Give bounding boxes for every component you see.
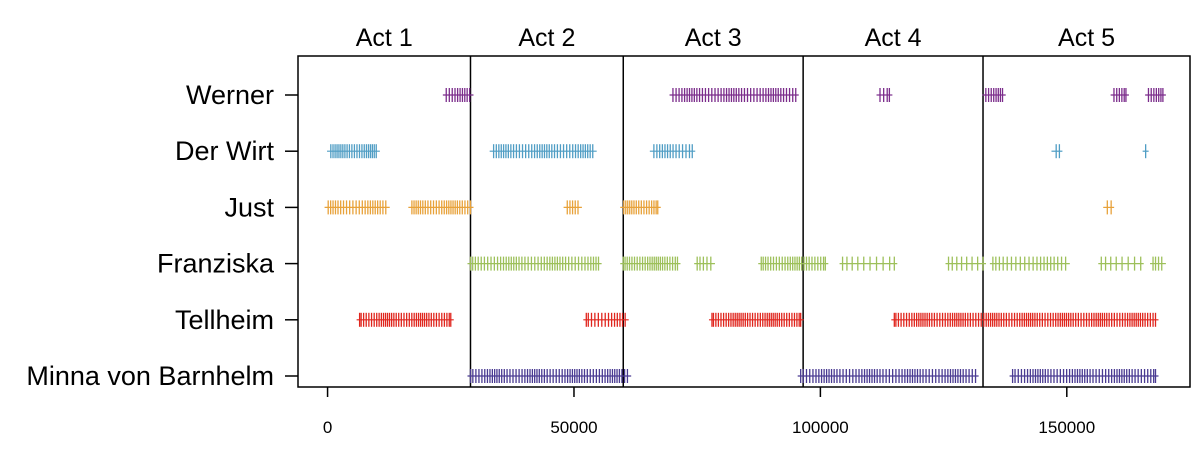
category-label: Franziska <box>157 249 275 279</box>
act-label: Act 1 <box>356 24 413 52</box>
act-labels: Act 1 Act 2 Act 3 Act 4 Act 5 <box>356 24 1115 52</box>
series-marks <box>324 200 1115 215</box>
series-marks <box>327 144 1149 159</box>
act-label: Act 3 <box>685 24 742 52</box>
series-marks <box>467 256 1166 271</box>
category-label: Minna von Barnhelm <box>26 361 274 391</box>
act-dividers <box>469 56 984 387</box>
x-tick-label: 100000 <box>792 418 849 437</box>
act-label: Act 4 <box>865 24 922 52</box>
category-label: Der Wirt <box>175 136 274 166</box>
x-axis: 0 50000 100000 150000 <box>323 387 1095 437</box>
act-label: Act 2 <box>518 24 575 52</box>
dispersion-marks <box>324 88 1166 383</box>
series-marks <box>467 369 1159 383</box>
category-ticks <box>285 94 298 377</box>
category-labels: Werner Der Wirt Just Franziska Tellheim Minna… <box>26 80 275 391</box>
series-marks <box>442 88 1166 102</box>
series-marks <box>356 312 1159 327</box>
act-label: Act 5 <box>1058 24 1115 52</box>
x-tick-label: 150000 <box>1038 418 1095 437</box>
x-tick-label: 50000 <box>550 418 597 437</box>
category-label: Just <box>224 192 274 222</box>
x-tick-label: 0 <box>323 418 332 437</box>
category-label: Tellheim <box>175 305 274 335</box>
category-label: Werner <box>186 80 274 110</box>
plot-frame <box>297 55 1191 388</box>
